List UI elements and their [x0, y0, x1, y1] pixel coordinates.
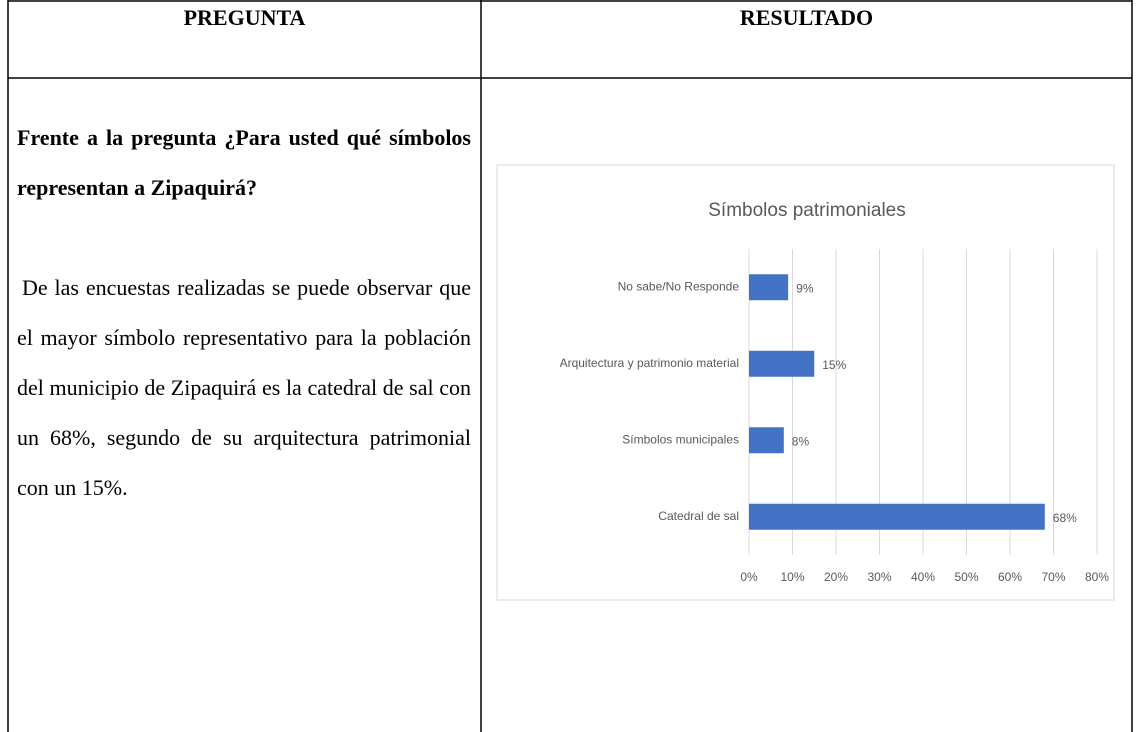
y-tick-label: Arquitectura y patrimonio material: [560, 356, 739, 370]
x-tick-label: 30%: [867, 570, 891, 584]
x-tick-label: 70%: [1041, 570, 1065, 584]
x-tick-label: 20%: [824, 570, 848, 584]
header-cell: PREGUNTA: [183, 5, 306, 30]
bar: [749, 427, 784, 454]
bar: [749, 503, 1045, 530]
data-label: 15%: [822, 358, 846, 372]
x-tick-label: 50%: [954, 570, 978, 584]
x-tick-label: 60%: [998, 570, 1022, 584]
y-tick-label: Catedral de sal: [658, 509, 739, 523]
header-cell: RESULTADO: [739, 5, 874, 30]
y-tick-label: Símbolos municipales: [622, 432, 739, 446]
chart-title: Símbolos patrimoniales: [708, 200, 905, 221]
y-tick-label: No sabe/No Responde: [618, 279, 740, 293]
answer-text: De las encuestas realizadas se puede obs…: [17, 275, 471, 500]
data-label: 8%: [792, 434, 810, 448]
x-tick-label: 0%: [740, 570, 758, 584]
x-tick-label: 40%: [911, 570, 935, 584]
data-label: 9%: [796, 281, 814, 295]
bar: [749, 350, 815, 377]
bar: [749, 274, 789, 301]
question-text: Frente a la pregunta ¿Para usted qué sím…: [17, 125, 471, 200]
x-tick-label: 80%: [1085, 570, 1109, 584]
data-label: 68%: [1053, 511, 1077, 525]
x-tick-label: 10%: [780, 570, 804, 584]
chart-frame: [496, 164, 1115, 601]
